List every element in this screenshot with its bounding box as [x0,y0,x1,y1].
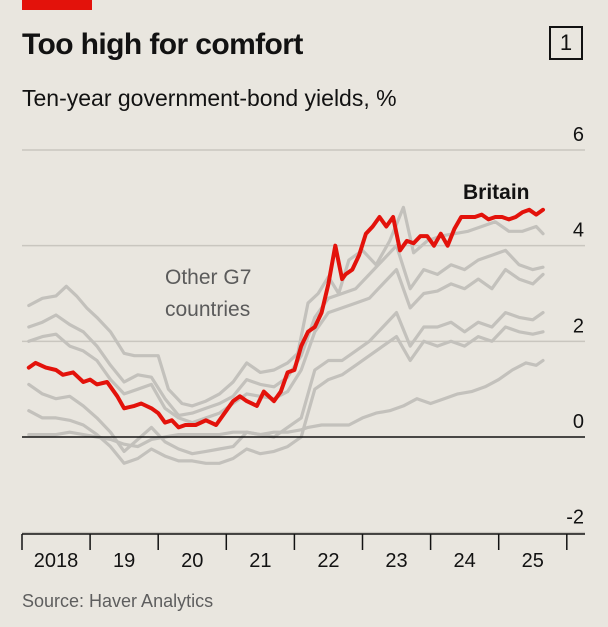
brand-tag [22,0,92,10]
x-tick-label: 21 [249,550,271,572]
x-tick-label: 22 [317,550,339,572]
annotation-other-g7-line2: countries [165,298,250,321]
series-line-britain [26,207,545,430]
series-line-other-4 [27,311,545,456]
annotation-other-g7: Other G7 countries [165,266,257,321]
chart-number-badge: 1 [549,26,583,60]
annotation-other-g7-line1: Other G7 [165,266,251,289]
chart-subtitle: Ten-year government-bond yields, % [22,85,397,111]
x-tick-label: 2018 [34,550,79,572]
x-tick-label: 23 [385,550,407,572]
series-line-other-3 [27,268,545,425]
x-tick-label: 24 [454,550,476,572]
series-line-other-5 [27,325,545,465]
y-tick-label: 4 [573,220,584,242]
x-tick-label: 19 [113,550,135,572]
source-note: Source: Haver Analytics [22,591,214,611]
x-axis: 2018 19 20 21 22 23 24 25 [21,533,585,572]
britain-line-group [26,207,545,430]
x-tick-label: 20 [181,550,203,572]
y-tick-label: 6 [573,124,584,146]
y-tick-label: 2 [573,315,584,337]
y-axis-labels: -2 0 2 4 6 [566,124,584,529]
y-tick-label: -2 [566,507,584,529]
x-tick-label: 25 [522,550,544,572]
annotation-britain: Britain [463,181,530,204]
y-tick-label: 0 [573,411,584,433]
series-line-other-6 [27,358,545,449]
chart-title: Too high for comfort [22,28,303,61]
